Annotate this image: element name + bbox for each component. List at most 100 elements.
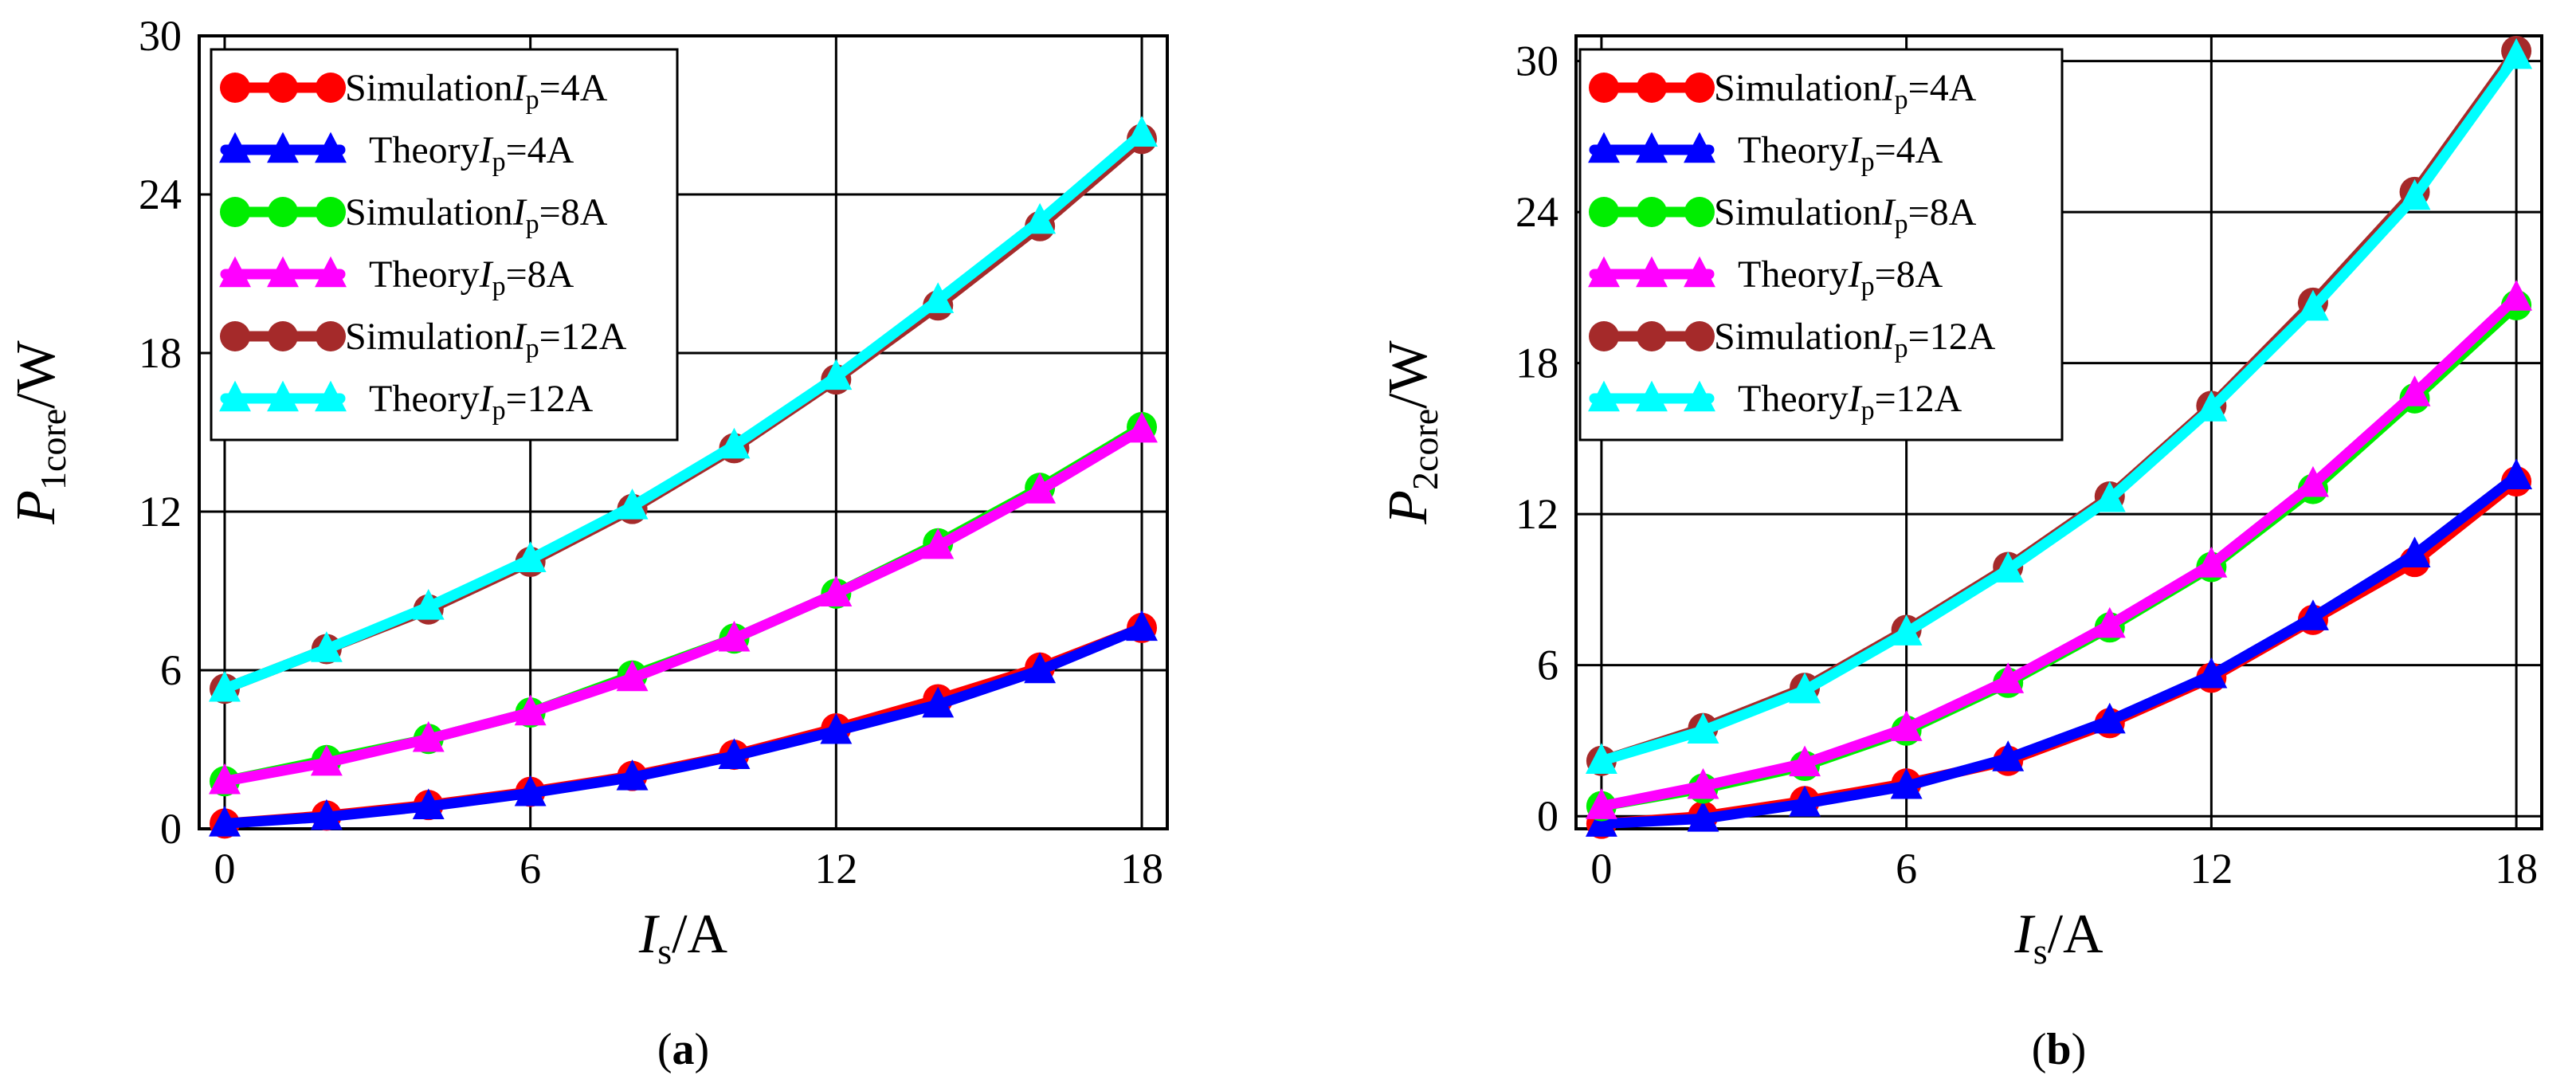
data-point (412, 720, 445, 752)
data-point (514, 694, 547, 726)
series-theory-ip-12a (209, 116, 1158, 702)
data-point (718, 427, 751, 459)
series-theory-ip-12a (1585, 37, 2533, 774)
y-axis-label: P2core/W (1378, 340, 1445, 524)
data-point (1588, 256, 1620, 288)
data-point (1126, 411, 1158, 443)
y-tick-label: 18 (1515, 339, 1559, 387)
x-tick-label: 12 (2190, 845, 2233, 893)
data-point (267, 131, 299, 163)
data-point (268, 73, 298, 103)
data-point (1687, 712, 1719, 744)
data-point (2093, 702, 2126, 734)
data-point (514, 541, 547, 572)
legend-label: TheoryIp=8A (1738, 253, 1943, 301)
data-point (310, 631, 343, 662)
x-tick-label: 12 (814, 845, 857, 893)
x-tick-label: 18 (2495, 845, 2538, 893)
x-tick-label: 6 (1896, 845, 1917, 893)
data-point (219, 380, 251, 412)
data-point (1024, 473, 1057, 504)
chart-panel-b: 0 6 12 18 0 6 12 18 24 30 Is/A P2core/W (b) Simulatio… (1378, 34, 2543, 1074)
x-tick-label: 18 (1120, 845, 1163, 893)
data-point (1588, 380, 1620, 412)
legend-box (1578, 48, 2064, 441)
series-line (1596, 50, 2522, 767)
data-point (2398, 179, 2431, 210)
data-point (2296, 465, 2329, 497)
data-point (220, 197, 250, 227)
legend-item: SimulationIp=12A (1589, 316, 1996, 363)
y-tick-label: 24 (1515, 188, 1559, 236)
data-point (2296, 289, 2329, 321)
data-point (1992, 662, 2025, 693)
data-point (2195, 390, 2228, 422)
data-point (616, 660, 649, 692)
data-point (820, 712, 853, 744)
data-point (1589, 321, 1619, 351)
data-point (1585, 743, 1617, 774)
x-tick-label: 0 (214, 845, 235, 893)
data-point (1992, 740, 2025, 771)
data-point (316, 197, 346, 227)
data-point (219, 256, 251, 288)
data-point (1126, 610, 1158, 642)
data-point (1687, 800, 1719, 832)
data-point (209, 763, 241, 795)
data-point (209, 805, 241, 837)
data-point (2398, 536, 2431, 567)
series-line (1596, 471, 2522, 830)
legend-item: TheoryIp=8A (219, 253, 574, 301)
legend-item: TheoryIp=4A (1588, 129, 1943, 177)
panel-caption: (a) (657, 1025, 709, 1074)
legend: SimulationIp=4A TheoryIp=4A SimulationIp=8… (210, 48, 679, 441)
data-point (2296, 599, 2329, 630)
data-point (219, 131, 251, 163)
data-point (1684, 131, 1715, 163)
data-point (1992, 551, 2025, 583)
legend-label: TheoryIp=4A (1738, 129, 1943, 177)
legend: SimulationIp=4A TheoryIp=4A SimulationIp=8… (1578, 48, 2064, 441)
legend-label: TheoryIp=12A (1738, 378, 1962, 426)
data-point (2500, 37, 2533, 69)
series-line (219, 622, 1147, 829)
data-point (616, 488, 649, 520)
legend-item: SimulationIp=8A (220, 191, 608, 239)
data-point (820, 359, 853, 390)
data-point (1637, 73, 1667, 103)
legend-item: TheoryIp=12A (219, 378, 594, 426)
data-point (1589, 197, 1619, 227)
legend-item: TheoryIp=4A (219, 129, 574, 177)
y-tick-label: 30 (139, 12, 182, 60)
data-point (315, 131, 347, 163)
data-point (2398, 375, 2431, 406)
data-point (1585, 806, 1617, 837)
x-axis-label: Is/A (2013, 904, 2104, 971)
series-theory-ip-4a (1585, 458, 2533, 837)
legend-label: SimulationIp=12A (345, 316, 627, 363)
data-point (1636, 256, 1668, 288)
data-point (268, 197, 298, 227)
data-point (1637, 321, 1667, 351)
data-point (1636, 380, 1668, 412)
data-point (220, 321, 250, 351)
legend-label: SimulationIp=4A (345, 67, 608, 115)
series-line (1596, 292, 2522, 812)
series-line (219, 424, 1147, 787)
data-point (1024, 652, 1057, 684)
data-point (922, 282, 955, 313)
data-point (1684, 321, 1715, 351)
data-point (315, 256, 347, 288)
y-axis-label: P1core/W (6, 340, 73, 524)
data-point (316, 321, 346, 351)
data-point (412, 589, 445, 620)
series-line (219, 128, 1147, 694)
data-point (267, 380, 299, 412)
data-point (1684, 380, 1715, 412)
x-axis-label: Is/A (638, 904, 728, 971)
data-point (209, 670, 241, 702)
data-point (514, 775, 547, 806)
legend-label: TheoryIp=12A (369, 378, 594, 426)
data-point (820, 575, 853, 607)
